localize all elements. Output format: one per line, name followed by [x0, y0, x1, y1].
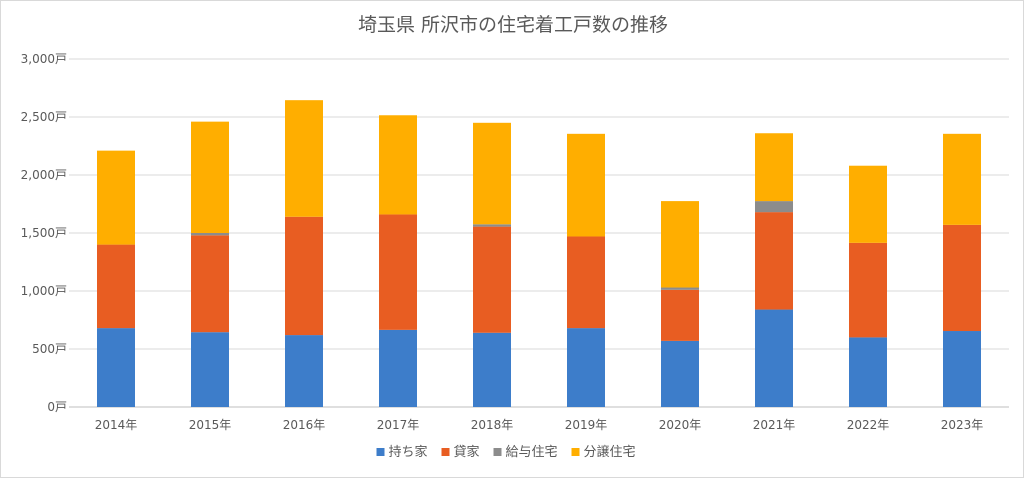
x-tick-label: 2016年	[283, 418, 326, 432]
legend-swatch	[376, 448, 385, 456]
bar-segment	[97, 328, 135, 407]
bar-segment	[473, 332, 511, 407]
bar-segment	[97, 150, 135, 245]
bar-segment	[285, 100, 323, 217]
x-tick-label: 2023年	[941, 418, 984, 432]
bar-segment	[285, 335, 323, 407]
x-tick-label: 2014年	[95, 418, 138, 432]
bar-segment	[567, 328, 605, 407]
bar-segment	[97, 244, 135, 329]
bars	[97, 100, 981, 407]
legend: 持ち家 貸家 給与住宅 分譲住宅	[376, 444, 636, 460]
bar-segment	[755, 133, 793, 202]
bar-segment	[755, 201, 793, 213]
y-tick-label: 2,000戸	[21, 168, 67, 182]
bar-segment	[285, 216, 323, 336]
bar-segment	[191, 121, 229, 233]
x-tick-label: 2017年	[377, 418, 420, 432]
legend-label: 貸家	[454, 444, 480, 460]
bar-segment	[379, 214, 417, 330]
bar-segment	[661, 201, 699, 288]
bar-segment	[755, 212, 793, 310]
y-tick-label: 500戸	[32, 342, 67, 356]
bar-segment	[191, 233, 229, 236]
legend-swatch	[493, 448, 502, 456]
bar-segment	[473, 122, 511, 225]
bar-segment	[661, 340, 699, 407]
y-tick-label: 1,500戸	[21, 226, 67, 240]
legend-label: 給与住宅	[506, 445, 558, 460]
legend-label: 分譲住宅	[584, 444, 636, 460]
bar-segment	[567, 236, 605, 329]
y-tick-label: 0戸	[47, 400, 67, 414]
legend-swatch	[441, 448, 450, 456]
bar-segment	[567, 133, 605, 237]
x-tick-label: 2015年	[189, 418, 232, 432]
legend-label: 持ち家	[389, 444, 428, 460]
bar-segment	[473, 226, 511, 333]
y-axis-ticks: 0戸 500戸 1,000戸 1,500戸 2,000戸 2,500戸 3,000戸	[21, 52, 67, 414]
y-tick-label: 3,000戸	[21, 52, 67, 66]
y-tick-label: 2,500戸	[21, 110, 67, 124]
x-tick-label: 2020年	[659, 418, 702, 432]
bar-segment	[379, 329, 417, 407]
x-tick-label: 2019年	[565, 418, 608, 432]
bar-segment	[191, 332, 229, 407]
bar-segment	[661, 287, 699, 290]
x-axis-ticks: 2014年 2015年 2016年 2017年 2018年 2019年 2020年 2021年…	[95, 418, 984, 432]
chart-title: 埼玉県 所沢市の住宅着工戸数の推移	[358, 14, 668, 36]
x-tick-label: 2022年	[847, 418, 890, 432]
bar-segment	[943, 133, 981, 225]
y-tick-label: 1,000戸	[21, 284, 67, 298]
bar-segment	[943, 224, 981, 332]
legend-swatch	[571, 448, 580, 456]
bar-segment	[379, 115, 417, 215]
bar-segment	[191, 235, 229, 333]
bar-segment	[755, 309, 793, 407]
x-tick-label: 2021年	[753, 418, 796, 432]
bar-segment	[661, 289, 699, 341]
bar-segment	[943, 331, 981, 407]
bar-segment	[849, 337, 887, 407]
bar-segment	[849, 165, 887, 243]
bar-segment	[849, 242, 887, 338]
bar-segment	[473, 224, 511, 227]
x-tick-label: 2018年	[471, 418, 514, 432]
